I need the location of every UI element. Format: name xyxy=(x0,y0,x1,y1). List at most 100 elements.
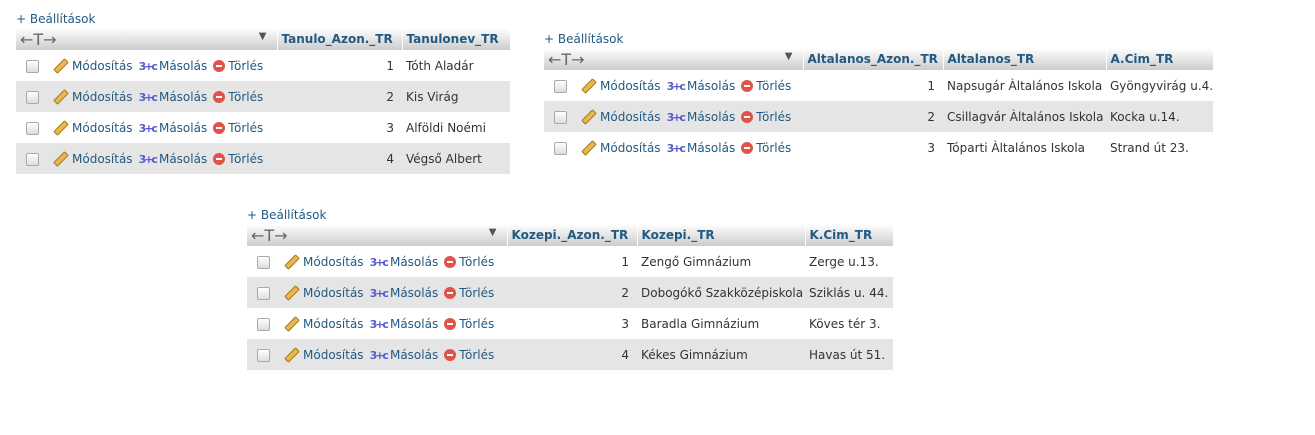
delete-link[interactable]: Törlés xyxy=(459,316,495,331)
row-checkbox[interactable] xyxy=(26,152,39,166)
column-arrows[interactable]: ←T→ xyxy=(251,225,288,245)
pencil-icon[interactable] xyxy=(581,78,597,94)
edit-link[interactable]: Módosítás xyxy=(72,58,133,73)
edit-link[interactable]: Módosítás xyxy=(600,109,661,124)
cell-value: Kis Virág xyxy=(402,81,510,112)
edit-link[interactable]: Módosítás xyxy=(72,120,133,135)
delete-link[interactable]: Törlés xyxy=(756,109,792,124)
copy-icon[interactable]: 3+c xyxy=(138,152,158,166)
column-arrows[interactable]: ←T→ xyxy=(20,29,57,49)
edit-link[interactable]: Módosítás xyxy=(303,285,364,300)
copy-icon[interactable]: 3+c xyxy=(138,59,158,73)
pencil-icon[interactable] xyxy=(53,89,69,105)
header-row: ←T→ ▼ Kozepi._Azon._TR Kozepi._TR K.Cim_TR xyxy=(247,224,894,246)
copy-link[interactable]: Másolás xyxy=(158,151,208,166)
edit-link[interactable]: Módosítás xyxy=(303,347,364,362)
pencil-icon[interactable] xyxy=(284,347,300,363)
pencil-icon[interactable] xyxy=(284,316,300,332)
edit-link[interactable]: Módosítás xyxy=(72,89,133,104)
delete-link[interactable]: Törlés xyxy=(228,151,264,166)
pencil-icon[interactable] xyxy=(284,254,300,270)
row-checkbox[interactable] xyxy=(554,79,567,93)
row-checkbox[interactable] xyxy=(257,255,270,269)
edit-link[interactable]: Módosítás xyxy=(600,78,661,93)
copy-link[interactable]: Másolás xyxy=(158,120,208,135)
row-checkbox[interactable] xyxy=(554,110,567,124)
copy-link[interactable]: Másolás xyxy=(686,109,736,124)
copy-icon[interactable]: 3+c xyxy=(369,348,389,362)
row-checkbox[interactable] xyxy=(26,90,39,104)
copy-link[interactable]: Másolás xyxy=(389,285,439,300)
delete-icon[interactable] xyxy=(444,256,457,268)
copy-icon[interactable]: 3+c xyxy=(369,255,389,269)
delete-icon[interactable] xyxy=(213,122,226,134)
copy-icon[interactable]: 3+c xyxy=(369,317,389,331)
row-checkbox[interactable] xyxy=(26,59,39,73)
pencil-icon[interactable] xyxy=(581,109,597,125)
column-header[interactable]: Altalanos_Azon._TR xyxy=(803,48,944,70)
delete-link[interactable]: Törlés xyxy=(228,58,264,73)
column-header[interactable]: Tanulonev_TR xyxy=(402,28,511,50)
row-checkbox[interactable] xyxy=(257,348,270,362)
delete-link[interactable]: Törlés xyxy=(459,347,495,362)
copy-icon[interactable]: 3+c xyxy=(369,286,389,300)
delete-icon[interactable] xyxy=(741,142,754,154)
delete-icon[interactable] xyxy=(213,91,226,103)
column-header[interactable]: Kozepi._TR xyxy=(637,224,806,246)
row-checkbox[interactable] xyxy=(257,286,270,300)
delete-icon[interactable] xyxy=(444,318,457,330)
settings-toggle[interactable]: + Beállítások xyxy=(544,32,624,46)
column-arrows-header[interactable]: ←T→ ▼ xyxy=(247,224,508,246)
settings-toggle[interactable]: + Beállítások xyxy=(16,12,96,26)
delete-link[interactable]: Törlés xyxy=(228,120,264,135)
delete-link[interactable]: Törlés xyxy=(459,254,495,269)
pencil-icon[interactable] xyxy=(53,151,69,167)
edit-link[interactable]: Módosítás xyxy=(72,151,133,166)
copy-link[interactable]: Másolás xyxy=(389,316,439,331)
delete-icon[interactable] xyxy=(444,287,457,299)
pencil-icon[interactable] xyxy=(53,120,69,136)
delete-link[interactable]: Törlés xyxy=(228,89,264,104)
copy-icon[interactable]: 3+c xyxy=(666,141,686,155)
delete-icon[interactable] xyxy=(213,153,226,165)
column-header[interactable]: Kozepi._Azon._TR xyxy=(507,224,638,246)
row-checkbox[interactable] xyxy=(554,141,567,155)
column-header[interactable]: Altalanos_TR xyxy=(943,48,1107,70)
pencil-icon[interactable] xyxy=(284,285,300,301)
chevron-down-icon[interactable]: ▼ xyxy=(258,31,267,42)
cell-value: Kékes Gimnázium xyxy=(637,339,805,370)
chevron-down-icon[interactable]: ▼ xyxy=(488,227,497,238)
column-header[interactable]: Tanulo_Azon._TR xyxy=(277,28,403,50)
copy-link[interactable]: Másolás xyxy=(158,58,208,73)
delete-link[interactable]: Törlés xyxy=(756,140,792,155)
delete-link[interactable]: Törlés xyxy=(756,78,792,93)
edit-link[interactable]: Módosítás xyxy=(600,140,661,155)
settings-toggle[interactable]: + Beállítások xyxy=(247,208,327,222)
delete-icon[interactable] xyxy=(444,349,457,361)
column-header[interactable]: K.Cim_TR xyxy=(805,224,894,246)
delete-link[interactable]: Törlés xyxy=(459,285,495,300)
delete-icon[interactable] xyxy=(741,80,754,92)
pencil-icon[interactable] xyxy=(53,58,69,74)
copy-icon[interactable]: 3+c xyxy=(666,110,686,124)
edit-link[interactable]: Módosítás xyxy=(303,254,364,269)
copy-icon[interactable]: 3+c xyxy=(138,121,158,135)
pencil-icon[interactable] xyxy=(581,140,597,156)
column-header[interactable]: A.Cim_TR xyxy=(1106,48,1214,70)
column-arrows[interactable]: ←T→ xyxy=(548,49,585,69)
copy-link[interactable]: Másolás xyxy=(389,254,439,269)
edit-link[interactable]: Módosítás xyxy=(303,316,364,331)
row-checkbox[interactable] xyxy=(257,317,270,331)
copy-link[interactable]: Másolás xyxy=(686,140,736,155)
copy-icon[interactable]: 3+c xyxy=(666,79,686,93)
copy-icon[interactable]: 3+c xyxy=(138,90,158,104)
copy-link[interactable]: Másolás xyxy=(389,347,439,362)
column-arrows-header[interactable]: ←T→ ▼ xyxy=(16,28,278,50)
row-checkbox[interactable] xyxy=(26,121,39,135)
delete-icon[interactable] xyxy=(741,111,754,123)
copy-link[interactable]: Másolás xyxy=(158,89,208,104)
copy-link[interactable]: Másolás xyxy=(686,78,736,93)
column-arrows-header[interactable]: ←T→ ▼ xyxy=(544,48,804,70)
chevron-down-icon[interactable]: ▼ xyxy=(784,51,793,62)
delete-icon[interactable] xyxy=(213,60,226,72)
